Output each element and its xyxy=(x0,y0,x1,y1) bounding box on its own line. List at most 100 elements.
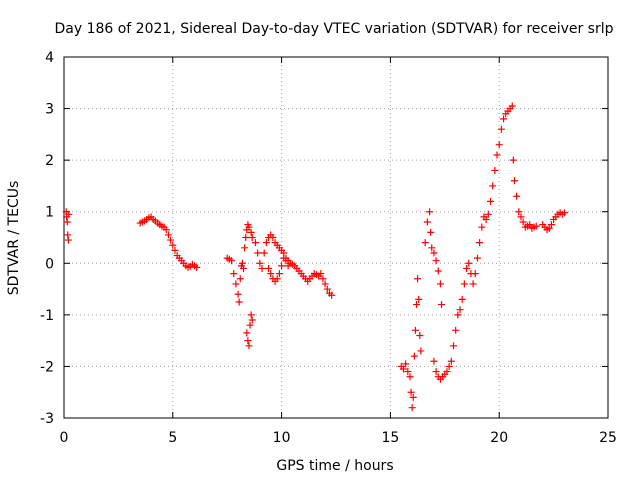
data-point xyxy=(486,197,494,205)
plot-area-frame xyxy=(63,56,609,419)
data-point xyxy=(497,125,505,133)
data-point xyxy=(248,316,256,324)
data-point xyxy=(515,208,523,216)
data-point xyxy=(447,357,455,365)
data-point xyxy=(193,263,201,271)
data-point xyxy=(167,236,175,244)
data-point xyxy=(399,365,407,373)
data-point xyxy=(493,151,501,159)
data-point xyxy=(495,141,503,149)
data-point xyxy=(275,270,283,278)
data-point xyxy=(456,306,464,314)
data-point xyxy=(251,239,259,247)
data-point xyxy=(254,249,262,257)
data-point xyxy=(267,270,275,278)
data-point xyxy=(547,221,555,229)
data-point xyxy=(321,280,329,288)
data-point xyxy=(519,218,527,226)
data-point xyxy=(484,210,492,218)
data-point xyxy=(478,223,486,231)
data-point xyxy=(416,331,424,339)
data-point xyxy=(454,311,462,319)
data-point xyxy=(240,264,248,272)
data-point xyxy=(242,234,250,241)
data-point xyxy=(262,239,270,247)
data-point xyxy=(245,342,253,350)
data-point xyxy=(406,373,414,381)
data-point xyxy=(427,228,435,236)
data-point xyxy=(430,249,438,257)
data-point xyxy=(443,368,451,376)
axis-ticks: 0 5 10 15 20 25 -3 -2 -1 0 1 2 3 4 xyxy=(40,50,617,446)
x-tick-label: 15 xyxy=(381,430,399,446)
y-tick-label: 0 xyxy=(45,256,54,272)
data-point xyxy=(404,368,412,376)
data-point xyxy=(469,280,477,288)
data-point xyxy=(510,177,518,185)
data-point xyxy=(476,239,484,247)
data-point xyxy=(458,295,466,303)
data-point xyxy=(452,326,460,334)
data-point xyxy=(463,264,471,272)
data-point xyxy=(438,301,446,309)
data-point xyxy=(471,270,479,278)
y-tick-label: -3 xyxy=(40,411,54,427)
data-point xyxy=(526,221,534,229)
data-point xyxy=(171,246,179,254)
data-point xyxy=(256,259,264,267)
data-point xyxy=(244,337,252,345)
data-point xyxy=(278,262,286,270)
data-point xyxy=(415,295,423,303)
data-point xyxy=(273,275,281,283)
data-point xyxy=(269,234,277,241)
data-point xyxy=(64,231,72,239)
data-point xyxy=(434,267,442,275)
data-point xyxy=(414,275,422,283)
data-point xyxy=(545,224,553,232)
data-point xyxy=(423,218,431,226)
chart-title: Day 186 of 2021, Sidereal Day-to-day VTE… xyxy=(54,21,613,37)
data-point xyxy=(258,264,266,272)
data-point xyxy=(417,347,425,355)
data-point xyxy=(247,311,255,319)
data-point xyxy=(532,222,540,230)
data-point xyxy=(560,209,568,217)
data-point xyxy=(413,301,421,309)
data-point xyxy=(265,264,273,272)
data-point xyxy=(280,249,288,257)
data-point xyxy=(232,280,240,288)
y-tick-label: -2 xyxy=(40,359,54,375)
y-axis-label: SDTVAR / TECUs xyxy=(6,181,22,296)
x-tick-label: 10 xyxy=(273,430,291,446)
data-point xyxy=(491,166,499,174)
data-point xyxy=(164,231,172,239)
data-point xyxy=(230,270,238,278)
x-tick-label: 5 xyxy=(168,430,177,446)
data-point xyxy=(235,298,243,306)
data-point xyxy=(460,280,468,288)
y-tick-label: 4 xyxy=(45,50,54,66)
data-point xyxy=(169,241,177,249)
data-point xyxy=(509,156,517,164)
data-point xyxy=(246,321,254,329)
data-point xyxy=(408,404,416,412)
data-point xyxy=(513,192,521,200)
data-point xyxy=(238,259,246,267)
data-point xyxy=(489,182,497,190)
data-points xyxy=(62,102,568,412)
y-tick-label: 1 xyxy=(45,205,54,221)
data-point xyxy=(445,362,453,370)
data-point xyxy=(328,291,336,299)
data-point xyxy=(508,102,516,110)
data-point xyxy=(517,213,525,221)
data-point xyxy=(409,393,417,401)
data-point xyxy=(63,218,71,226)
data-point xyxy=(317,270,325,278)
data-point xyxy=(402,360,410,368)
data-point xyxy=(260,249,268,257)
y-tick-label: 3 xyxy=(45,102,54,118)
data-point xyxy=(450,342,458,350)
data-point xyxy=(410,352,418,360)
gridlines xyxy=(64,57,608,418)
